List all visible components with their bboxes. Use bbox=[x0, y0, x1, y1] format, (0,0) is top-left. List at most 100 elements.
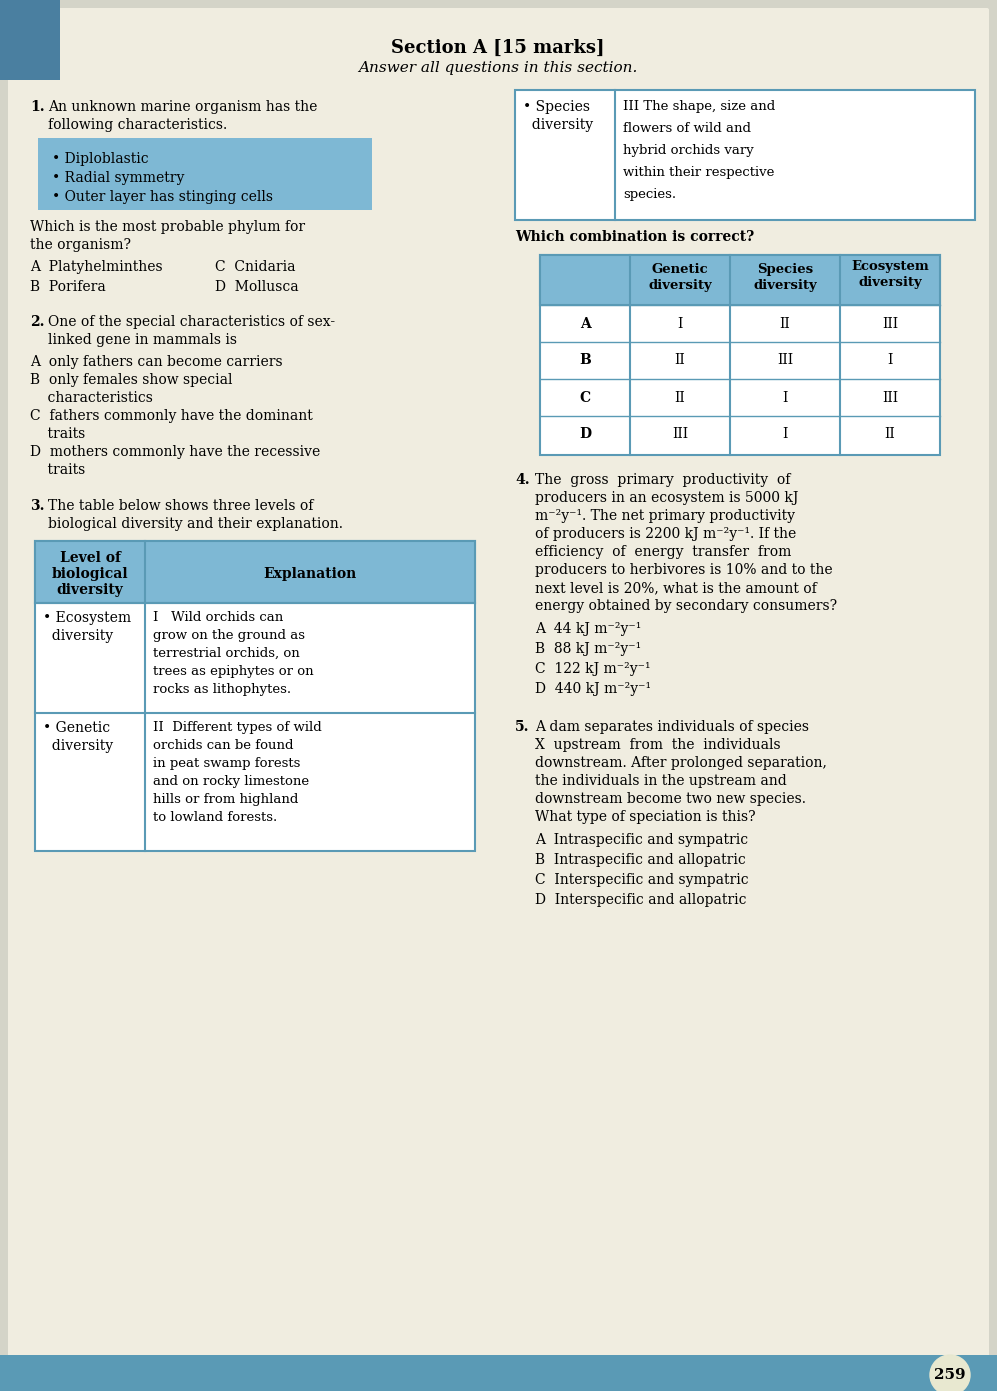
FancyBboxPatch shape bbox=[515, 90, 975, 220]
Text: terrestrial orchids, on: terrestrial orchids, on bbox=[153, 647, 300, 659]
Text: B  only females show special: B only females show special bbox=[30, 373, 232, 387]
Text: 2.: 2. bbox=[30, 314, 45, 330]
Circle shape bbox=[930, 1355, 970, 1391]
Text: species.: species. bbox=[623, 188, 676, 202]
Text: C  122 kJ m⁻²y⁻¹: C 122 kJ m⁻²y⁻¹ bbox=[535, 662, 650, 676]
Text: flowers of wild and: flowers of wild and bbox=[623, 122, 751, 135]
Text: The table below shows three levels of: The table below shows three levels of bbox=[48, 499, 313, 513]
Text: diversity: diversity bbox=[57, 583, 124, 597]
FancyBboxPatch shape bbox=[0, 1355, 997, 1391]
Text: traits: traits bbox=[30, 427, 86, 441]
Text: diversity: diversity bbox=[523, 118, 593, 132]
Text: within their respective: within their respective bbox=[623, 166, 775, 179]
Text: D  Interspecific and allopatric: D Interspecific and allopatric bbox=[535, 893, 747, 907]
Text: III: III bbox=[777, 353, 793, 367]
Text: Which combination is correct?: Which combination is correct? bbox=[515, 230, 755, 243]
Text: D  mothers commonly have the recessive: D mothers commonly have the recessive bbox=[30, 445, 320, 459]
FancyBboxPatch shape bbox=[540, 255, 940, 455]
Text: traits: traits bbox=[30, 463, 86, 477]
Text: trees as epiphytes or on: trees as epiphytes or on bbox=[153, 665, 314, 677]
Text: diversity: diversity bbox=[43, 739, 113, 753]
Text: An unknown marine organism has the: An unknown marine organism has the bbox=[48, 100, 317, 114]
Text: next level is 20%, what is the amount of: next level is 20%, what is the amount of bbox=[535, 581, 817, 595]
FancyBboxPatch shape bbox=[0, 0, 60, 81]
Text: grow on the ground as: grow on the ground as bbox=[153, 629, 305, 643]
Text: III: III bbox=[882, 391, 898, 405]
Text: III The shape, size and: III The shape, size and bbox=[623, 100, 776, 113]
FancyBboxPatch shape bbox=[8, 8, 989, 1383]
Text: Explanation: Explanation bbox=[263, 568, 357, 581]
Text: the organism?: the organism? bbox=[30, 238, 131, 252]
Text: m⁻²y⁻¹. The net primary productivity: m⁻²y⁻¹. The net primary productivity bbox=[535, 509, 795, 523]
Text: of producers is 2200 kJ m⁻²y⁻¹. If the: of producers is 2200 kJ m⁻²y⁻¹. If the bbox=[535, 527, 797, 541]
Text: 5.: 5. bbox=[515, 721, 529, 734]
Text: Section A [15 marks]: Section A [15 marks] bbox=[391, 39, 605, 57]
Text: I: I bbox=[783, 427, 788, 441]
Text: in peat swamp forests: in peat swamp forests bbox=[153, 757, 300, 771]
Text: A  44 kJ m⁻²y⁻¹: A 44 kJ m⁻²y⁻¹ bbox=[535, 622, 641, 636]
Text: rocks as lithophytes.: rocks as lithophytes. bbox=[153, 683, 291, 696]
Text: C: C bbox=[579, 391, 590, 405]
Text: One of the special characteristics of sex-: One of the special characteristics of se… bbox=[48, 314, 335, 330]
Text: and on rocky limestone: and on rocky limestone bbox=[153, 775, 309, 787]
Text: II: II bbox=[780, 317, 791, 331]
Text: A  only fathers can become carriers: A only fathers can become carriers bbox=[30, 355, 282, 369]
Text: • Radial symmetry: • Radial symmetry bbox=[52, 171, 184, 185]
Text: Level of: Level of bbox=[60, 551, 121, 565]
Text: • Outer layer has stinging cells: • Outer layer has stinging cells bbox=[52, 191, 273, 204]
Text: 3.: 3. bbox=[30, 499, 45, 513]
Text: producers in an ecosystem is 5000 kJ: producers in an ecosystem is 5000 kJ bbox=[535, 491, 799, 505]
Text: Which is the most probable phylum for: Which is the most probable phylum for bbox=[30, 220, 305, 234]
Text: characteristics: characteristics bbox=[30, 391, 153, 405]
Text: Ecosystem: Ecosystem bbox=[851, 260, 929, 273]
Text: 1.: 1. bbox=[30, 100, 45, 114]
Text: D  440 kJ m⁻²y⁻¹: D 440 kJ m⁻²y⁻¹ bbox=[535, 682, 651, 696]
Text: C  fathers commonly have the dominant: C fathers commonly have the dominant bbox=[30, 409, 313, 423]
Text: diversity: diversity bbox=[43, 629, 113, 643]
Text: following characteristics.: following characteristics. bbox=[48, 118, 227, 132]
Text: • Diploblastic: • Diploblastic bbox=[52, 152, 149, 166]
Text: I   Wild orchids can: I Wild orchids can bbox=[153, 611, 283, 625]
Text: • Ecosystem: • Ecosystem bbox=[43, 611, 132, 625]
Text: energy obtained by secondary consumers?: energy obtained by secondary consumers? bbox=[535, 600, 837, 613]
Text: I: I bbox=[677, 317, 683, 331]
Text: B  Intraspecific and allopatric: B Intraspecific and allopatric bbox=[535, 853, 746, 867]
Text: III: III bbox=[672, 427, 688, 441]
Text: C  Cnidaria: C Cnidaria bbox=[215, 260, 295, 274]
Text: Genetic: Genetic bbox=[652, 263, 708, 275]
Text: producers to herbivores is 10% and to the: producers to herbivores is 10% and to th… bbox=[535, 563, 832, 577]
Text: I: I bbox=[783, 391, 788, 405]
FancyBboxPatch shape bbox=[38, 138, 372, 210]
Text: A dam separates individuals of species: A dam separates individuals of species bbox=[535, 721, 809, 734]
Text: I: I bbox=[887, 353, 892, 367]
Text: to lowland forests.: to lowland forests. bbox=[153, 811, 277, 823]
Text: diversity: diversity bbox=[648, 280, 712, 292]
Text: X  upstream  from  the  individuals: X upstream from the individuals bbox=[535, 739, 781, 753]
Text: C  Interspecific and sympatric: C Interspecific and sympatric bbox=[535, 874, 749, 887]
Text: the individuals in the upstream and: the individuals in the upstream and bbox=[535, 773, 787, 787]
Text: downstream. After prolonged separation,: downstream. After prolonged separation, bbox=[535, 755, 827, 771]
Text: A  Intraspecific and sympatric: A Intraspecific and sympatric bbox=[535, 833, 748, 847]
Text: biological: biological bbox=[52, 568, 129, 581]
Text: B  Porifera: B Porifera bbox=[30, 280, 106, 294]
Text: D: D bbox=[579, 427, 591, 441]
Text: hills or from highland: hills or from highland bbox=[153, 793, 298, 805]
Text: diversity: diversity bbox=[753, 280, 817, 292]
Text: efficiency  of  energy  transfer  from: efficiency of energy transfer from bbox=[535, 545, 792, 559]
Text: • Species: • Species bbox=[523, 100, 590, 114]
Text: A: A bbox=[579, 317, 590, 331]
Text: downstream become two new species.: downstream become two new species. bbox=[535, 791, 806, 805]
Text: 4.: 4. bbox=[515, 473, 529, 487]
Text: 259: 259 bbox=[934, 1367, 966, 1383]
Text: diversity: diversity bbox=[858, 275, 922, 289]
Text: linked gene in mammals is: linked gene in mammals is bbox=[48, 332, 237, 346]
Text: A  Platyhelminthes: A Platyhelminthes bbox=[30, 260, 163, 274]
Text: B  88 kJ m⁻²y⁻¹: B 88 kJ m⁻²y⁻¹ bbox=[535, 643, 641, 657]
Text: D  Mollusca: D Mollusca bbox=[215, 280, 299, 294]
Text: II: II bbox=[675, 391, 685, 405]
Text: What type of speciation is this?: What type of speciation is this? bbox=[535, 810, 756, 823]
Text: II: II bbox=[884, 427, 895, 441]
Text: II: II bbox=[675, 353, 685, 367]
Text: • Genetic: • Genetic bbox=[43, 721, 110, 734]
Text: Species: Species bbox=[757, 263, 814, 275]
